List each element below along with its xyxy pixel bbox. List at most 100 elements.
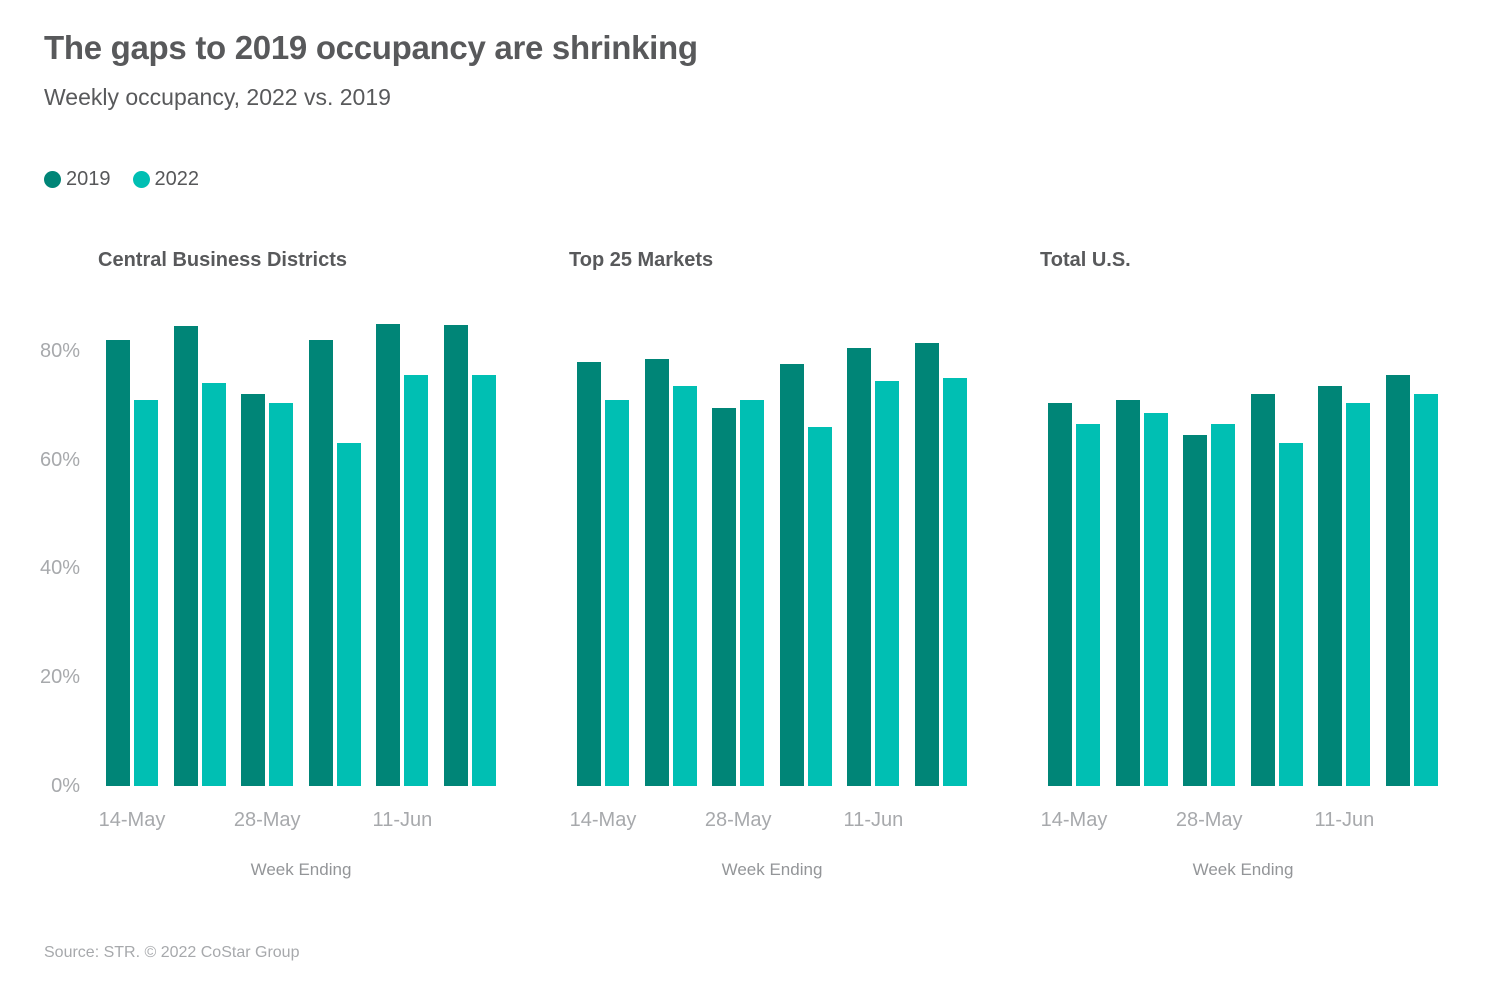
bar-group — [847, 348, 900, 786]
x-axis-labels: 14-May 28-May 11-Jun — [570, 808, 967, 832]
bar-2022 — [1413, 394, 1438, 786]
chart-panel-total-u-s: Total U.S. 14-May 28-May 11-Jun Week Ending — [1040, 248, 1438, 880]
bar-2019 — [712, 407, 737, 786]
legend-item-2022: 2022 — [132, 167, 200, 191]
x-tick-label: 14-May — [98, 809, 166, 831]
x-axis-title: Week Ending — [721, 860, 823, 879]
chart-panel-top-25-markets: Top 25 Markets 14-May 28-May 11-Jun Week End… — [569, 248, 967, 880]
bar-2019 — [1318, 386, 1343, 786]
charts-row: Central Business Districts 0% 20% 40% 60% 80%… — [40, 248, 1491, 880]
y-tick-label: 20% — [39, 666, 80, 689]
panel-body: 14-May 28-May 11-Jun Week Ending — [1041, 316, 1438, 880]
bar-group — [443, 324, 496, 786]
bar-2019 — [443, 324, 468, 786]
bar-2022 — [1211, 424, 1236, 786]
bar-2022 — [1346, 402, 1371, 786]
bar-2019 — [173, 326, 198, 786]
page-title: The gaps to 2019 occupancy are shrinking — [44, 29, 698, 66]
bar-2022 — [201, 383, 226, 786]
bar-2019 — [1048, 402, 1072, 786]
x-tick-label: 11-Jun — [372, 809, 433, 831]
bar-2022 — [1278, 443, 1303, 786]
panel-title: Central Business Districts — [98, 249, 347, 271]
bar-2022 — [471, 375, 496, 786]
bar-2022 — [875, 380, 900, 786]
x-tick-label: 11-Jun — [843, 809, 904, 831]
chart-header: The gaps to 2019 occupancy are shrinking… — [0, 0, 1491, 110]
bar-group — [779, 364, 832, 786]
x-axis-title: Week Ending — [1192, 860, 1294, 879]
bar-group — [376, 323, 429, 786]
bar-2022 — [942, 378, 967, 786]
bar-2019 — [914, 342, 939, 786]
source-note: Source: STR. © 2022 CoStar Group — [44, 944, 300, 961]
bar-group — [1048, 402, 1100, 786]
bar-group — [914, 342, 967, 786]
x-axis-labels: 14-May 28-May 11-Jun — [99, 808, 496, 832]
x-tick-label: 11-Jun — [1314, 809, 1375, 831]
y-tick-label: 0% — [51, 775, 80, 797]
bar-2022 — [134, 399, 158, 786]
legend: 2019 2022 — [44, 168, 1491, 190]
bar-group — [712, 399, 765, 786]
bar-2022 — [1076, 424, 1100, 786]
bar-2022 — [336, 443, 361, 786]
bar-2019 — [779, 364, 804, 786]
bar-group — [241, 394, 294, 786]
panel-title: Total U.S. — [1040, 249, 1131, 271]
bar-2022 — [1143, 413, 1168, 786]
legend-dot-2022-icon — [132, 170, 150, 188]
bar-2022 — [605, 399, 629, 786]
bar-group — [644, 358, 697, 786]
plot-column: 14-May 28-May 11-Jun Week Ending — [99, 316, 496, 880]
plot-column: 14-May 28-May 11-Jun Week Ending — [570, 316, 967, 880]
bar-2022 — [672, 386, 697, 786]
bar-2022 — [740, 399, 765, 786]
x-axis-title: Week Ending — [250, 860, 352, 879]
bar-group — [1250, 394, 1303, 786]
plot-column: 14-May 28-May 11-Jun Week Ending — [1041, 316, 1438, 880]
y-tick-label: 60% — [39, 448, 80, 471]
legend-label-2019: 2019 — [66, 167, 111, 190]
bar-2019 — [1115, 399, 1140, 786]
y-axis: 0% 20% 40% 60% 80% — [40, 316, 106, 796]
bar-group — [1318, 386, 1371, 786]
bar-group — [577, 361, 629, 786]
bar-group — [1183, 424, 1236, 786]
bar-2019 — [1250, 394, 1275, 786]
y-tick-label: 40% — [39, 557, 80, 580]
bar-group — [173, 326, 226, 786]
bar-2019 — [1385, 375, 1410, 786]
legend-dot-2019-icon — [44, 170, 61, 188]
x-tick-label: 28-May — [704, 809, 772, 831]
panel-body: 0% 20% 40% 60% 80% 14-May 28-May 11-Jun Week End… — [40, 316, 496, 880]
x-axis-labels: 14-May 28-May 11-Jun — [1041, 808, 1438, 832]
bar-group — [1115, 399, 1168, 786]
bar-2022 — [404, 375, 429, 786]
bar-2019 — [241, 394, 266, 786]
bar-2019 — [376, 323, 401, 786]
plot-area — [1048, 316, 1438, 786]
x-tick-label: 28-May — [1175, 809, 1243, 831]
bar-2019 — [308, 339, 333, 786]
plot-area — [577, 316, 967, 786]
bar-2019 — [577, 361, 601, 786]
bar-group — [106, 339, 158, 786]
x-tick-label: 28-May — [233, 809, 301, 831]
bar-2019 — [106, 339, 130, 786]
x-tick-label: 14-May — [1040, 809, 1108, 831]
legend-item-2019: 2019 — [44, 168, 111, 191]
panel-body: 14-May 28-May 11-Jun Week Ending — [570, 316, 967, 880]
chart-panel-central-business-districts: Central Business Districts 0% 20% 40% 60% 80%… — [40, 248, 496, 880]
bar-2019 — [847, 348, 872, 786]
plot-area — [106, 316, 496, 786]
x-tick-label: 14-May — [569, 809, 637, 831]
bar-2019 — [1183, 435, 1208, 786]
panel-title: Top 25 Markets — [569, 249, 714, 271]
bar-2019 — [644, 358, 669, 786]
page-subtitle: Weekly occupancy, 2022 vs. 2019 — [44, 84, 391, 110]
legend-label-2022: 2022 — [154, 167, 200, 190]
bar-2022 — [807, 426, 832, 786]
bar-group — [1385, 375, 1438, 786]
